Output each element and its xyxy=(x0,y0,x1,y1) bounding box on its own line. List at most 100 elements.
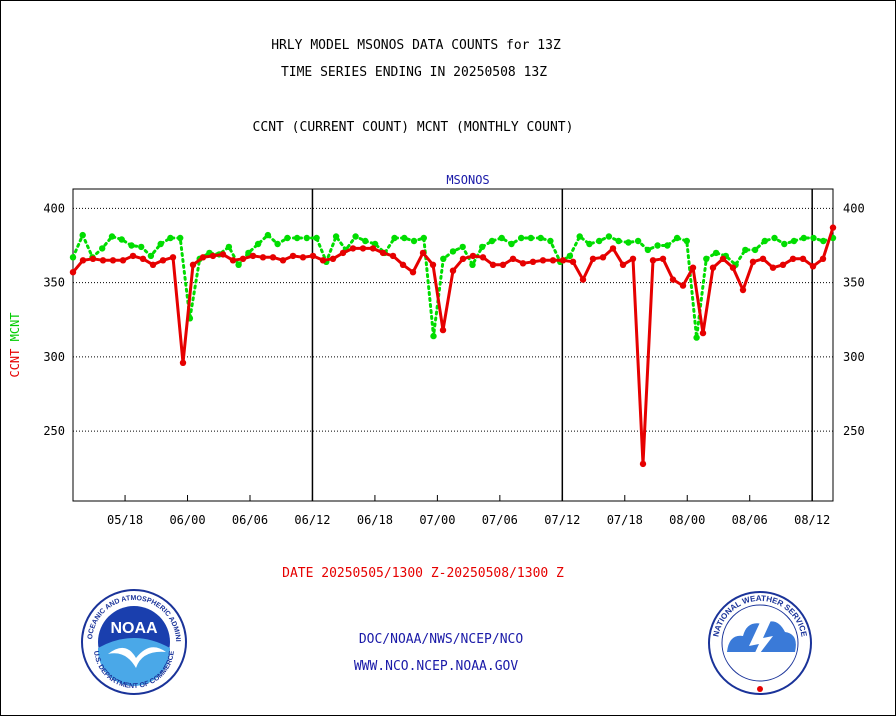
data-point-ccnt-63 xyxy=(699,329,707,337)
data-point-mcnt-73 xyxy=(781,240,788,248)
data-point-mcnt-75 xyxy=(800,234,807,242)
header-legend-description: CCNT (CURRENT COUNT) MCNT (MONTHLY COUNT… xyxy=(252,120,574,135)
data-point-mcnt-60 xyxy=(654,242,661,249)
data-point-ccnt-4 xyxy=(109,257,117,264)
data-point-ccnt-44 xyxy=(509,255,517,262)
x-tick-label: 06/00 xyxy=(169,513,205,527)
data-point-ccnt-35 xyxy=(419,249,427,257)
data-point-mcnt-76 xyxy=(810,234,817,242)
data-point-mcnt-53 xyxy=(586,240,593,248)
y-tick-label-left-400: 400 xyxy=(43,201,65,215)
data-point-ccnt-18 xyxy=(249,252,257,260)
data-point-mcnt-59 xyxy=(644,246,652,254)
data-point-mcnt-6 xyxy=(128,242,135,249)
y-axis-label-mcnt: MCNT xyxy=(8,312,22,348)
data-point-ccnt-70 xyxy=(769,264,777,271)
data-point-ccnt-75 xyxy=(819,255,827,262)
data-point-ccnt-71 xyxy=(779,261,787,268)
data-point-mcnt-54 xyxy=(596,237,603,245)
nws-logo: NATIONAL WEATHER SERVICE xyxy=(708,591,812,695)
data-point-mcnt-10 xyxy=(167,234,174,242)
data-point-ccnt-25 xyxy=(319,257,327,264)
data-point-mcnt-11 xyxy=(177,234,184,242)
data-point-mcnt-4 xyxy=(108,233,116,240)
data-point-ccnt-65 xyxy=(719,255,727,262)
data-point-mcnt-33 xyxy=(391,234,398,242)
data-point-ccnt-24 xyxy=(309,252,317,260)
data-point-ccnt-36 xyxy=(429,261,437,268)
data-point-ccnt-48 xyxy=(549,257,557,264)
data-point-ccnt-29 xyxy=(359,245,367,252)
data-point-ccnt-6 xyxy=(129,252,137,260)
x-tick-label: 07/00 xyxy=(419,513,455,527)
data-point-ccnt-39 xyxy=(459,255,467,262)
data-point-ccnt-41 xyxy=(479,254,487,261)
data-point-mcnt-56 xyxy=(615,237,622,245)
data-point-mcnt-19 xyxy=(254,240,262,248)
data-point-ccnt-45 xyxy=(519,260,527,267)
data-point-mcnt-17 xyxy=(235,261,242,268)
data-point-mcnt-44 xyxy=(498,234,505,242)
data-point-mcnt-3 xyxy=(99,245,106,252)
data-point-ccnt-10 xyxy=(169,254,177,261)
data-point-ccnt-33 xyxy=(399,261,407,268)
data-point-ccnt-38 xyxy=(449,267,457,274)
data-point-ccnt-17 xyxy=(239,255,247,262)
website-link[interactable]: WWW.NCO.NCEP.NOAA.GOV xyxy=(353,659,519,674)
x-tick-label: 08/06 xyxy=(732,513,768,527)
data-point-ccnt-47 xyxy=(539,257,547,264)
data-point-mcnt-77 xyxy=(820,237,827,245)
x-tick-label: 07/12 xyxy=(544,513,580,527)
data-point-ccnt-9 xyxy=(159,257,167,264)
data-point-mcnt-74 xyxy=(790,237,798,245)
data-point-mcnt-34 xyxy=(401,234,408,242)
data-point-mcnt-55 xyxy=(605,233,613,240)
y-tick-label-right-250: 250 xyxy=(843,424,865,438)
data-point-mcnt-27 xyxy=(332,233,340,240)
data-point-mcnt-7 xyxy=(138,243,145,251)
data-point-mcnt-52 xyxy=(576,233,583,240)
data-point-ccnt-64 xyxy=(709,264,717,271)
data-point-ccnt-5 xyxy=(119,257,127,264)
data-point-mcnt-51 xyxy=(566,252,574,260)
data-point-mcnt-41 xyxy=(469,261,476,268)
data-point-ccnt-58 xyxy=(649,257,657,264)
data-point-mcnt-38 xyxy=(440,255,447,262)
data-point-ccnt-21 xyxy=(279,257,287,264)
data-point-ccnt-59 xyxy=(659,255,667,262)
data-point-mcnt-61 xyxy=(664,242,671,249)
data-point-mcnt-39 xyxy=(449,248,457,255)
data-point-ccnt-1 xyxy=(79,257,87,264)
data-point-ccnt-61 xyxy=(679,282,687,289)
data-point-ccnt-7 xyxy=(139,255,147,262)
data-point-mcnt-20 xyxy=(264,231,272,239)
y-tick-label-left-350: 350 xyxy=(43,276,65,290)
data-point-mcnt-29 xyxy=(352,233,359,240)
data-point-mcnt-47 xyxy=(527,234,535,242)
header-title: HRLY MODEL MSONOS DATA COUNTS for 13Z xyxy=(271,38,561,53)
date-range-label: DATE 20250505/1300 Z-20250508/1300 Z xyxy=(282,566,564,581)
y-axis-label-ccnt: CCNT xyxy=(8,349,22,378)
data-point-mcnt-25 xyxy=(313,234,320,242)
data-point-ccnt-52 xyxy=(589,255,597,262)
data-point-mcnt-45 xyxy=(508,240,515,248)
x-tick-label: 06/12 xyxy=(294,513,330,527)
y-axis-label: CCNT MCNT xyxy=(8,312,22,377)
data-point-mcnt-30 xyxy=(362,237,369,245)
data-point-ccnt-49 xyxy=(559,257,567,264)
x-tick-label: 08/12 xyxy=(794,513,830,527)
data-point-ccnt-51 xyxy=(579,276,587,283)
x-tick-label: 08/00 xyxy=(669,513,705,527)
data-point-mcnt-1 xyxy=(79,231,86,239)
data-point-ccnt-30 xyxy=(369,245,377,252)
data-point-mcnt-69 xyxy=(742,246,749,254)
data-point-mcnt-8 xyxy=(147,252,155,260)
data-point-ccnt-28 xyxy=(349,245,357,252)
noaa-logo-text: NOAA xyxy=(110,620,158,637)
data-point-ccnt-37 xyxy=(439,326,447,334)
data-point-ccnt-26 xyxy=(329,255,337,262)
header-subtitle: TIME SERIES ENDING IN 20250508 13Z xyxy=(280,65,548,80)
data-point-ccnt-76 xyxy=(829,224,837,231)
data-point-ccnt-31 xyxy=(379,249,387,257)
data-point-ccnt-68 xyxy=(749,258,757,265)
